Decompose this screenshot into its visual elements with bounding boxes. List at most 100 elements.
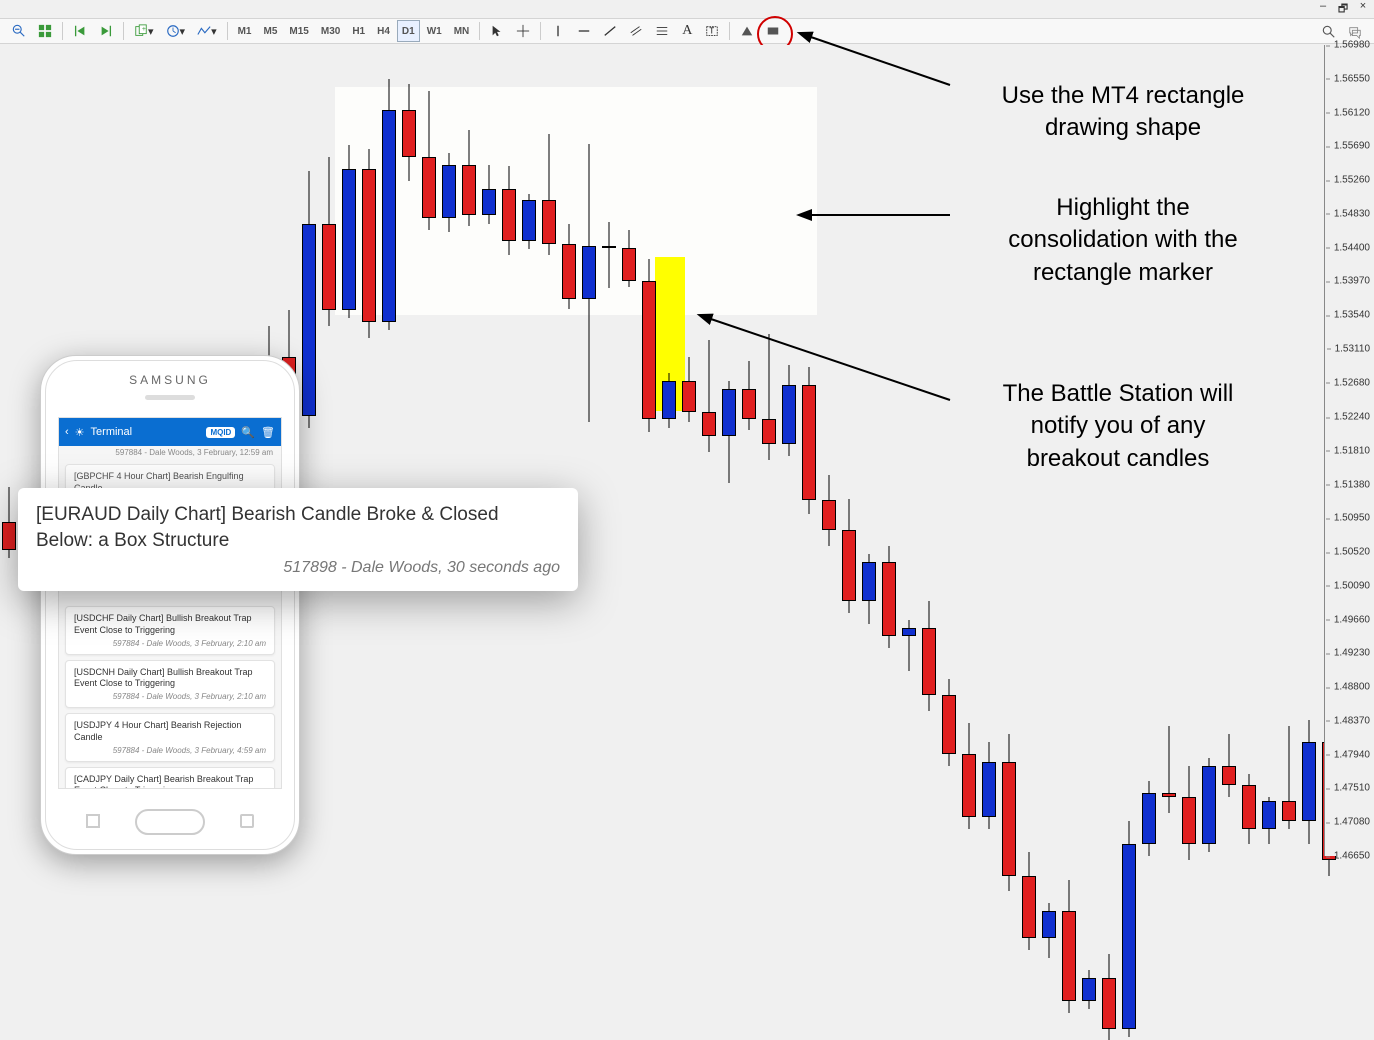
notification-title: [USDJPY 4 Hour Chart] Bearish Rejection … — [74, 720, 266, 743]
candle — [422, 91, 436, 231]
candle — [382, 79, 396, 330]
rectangle-shape-icon[interactable] — [761, 20, 785, 42]
price-axis: 1.569801.565501.561201.556901.552601.548… — [1324, 45, 1374, 856]
phone-mockup: SAMSUNG ‹ ☀ Terminal MQID 🔍 🗑 597884 - D… — [40, 355, 300, 855]
close-button[interactable]: × — [1356, 0, 1370, 14]
shift-start-icon[interactable] — [68, 20, 92, 42]
shift-end-icon[interactable] — [94, 20, 118, 42]
app-title: Terminal — [91, 426, 133, 438]
phone-brand: SAMSUNG — [46, 373, 294, 387]
new-chart-icon[interactable]: + ▾ — [129, 20, 159, 42]
candle — [1102, 954, 1116, 1040]
notification-item[interactable]: [USDJPY 4 Hour Chart] Bearish Rejection … — [65, 713, 275, 761]
delete-icon[interactable]: 🗑 — [261, 426, 275, 439]
toolbar-separator — [227, 22, 228, 40]
arrow-to-box — [800, 200, 960, 230]
price-tick: 1.50950 — [1334, 513, 1370, 524]
text-icon[interactable]: A — [676, 20, 698, 42]
timeframe-m15[interactable]: M15 — [284, 20, 313, 42]
timeframe-w1[interactable]: W1 — [422, 20, 447, 42]
price-tick: 1.52680 — [1334, 377, 1370, 388]
grid-icon[interactable] — [33, 20, 57, 42]
period-icon[interactable]: ▾ — [161, 20, 191, 42]
phone-recent-button[interactable] — [240, 814, 254, 828]
search-icon[interactable]: 🔍 — [241, 426, 255, 439]
triangle-shape-icon[interactable] — [735, 20, 759, 42]
vertical-line-icon[interactable] — [546, 20, 570, 42]
price-tick: 1.55260 — [1334, 175, 1370, 186]
candle — [1122, 821, 1136, 1037]
notification-item[interactable]: [USDCNH Daily Chart] Bullish Breakout Tr… — [65, 660, 275, 708]
notification-item[interactable]: [USDCHF Daily Chart] Bullish Breakout Tr… — [65, 606, 275, 654]
candle — [1282, 726, 1296, 828]
toolbar-separator — [123, 22, 124, 40]
cursor-icon[interactable] — [485, 20, 509, 42]
timeframe-m30[interactable]: M30 — [316, 20, 345, 42]
candle — [982, 742, 996, 828]
price-tick: 1.51810 — [1334, 445, 1370, 456]
candle — [962, 723, 976, 829]
notification-meta: 597884 - Dale Woods, 3 February, 2:10 am — [74, 639, 266, 648]
candle — [1142, 781, 1156, 856]
candle — [562, 224, 576, 309]
timeframe-m1[interactable]: M1 — [233, 20, 257, 42]
crosshair-icon[interactable] — [511, 20, 535, 42]
text-label-icon[interactable]: T — [700, 20, 724, 42]
restore-button[interactable]: 🗗 — [1336, 0, 1350, 14]
notification-item[interactable]: [CADJPY Daily Chart] Bearish Breakout Tr… — [65, 767, 275, 790]
trendline-icon[interactable] — [598, 20, 622, 42]
candle — [922, 601, 936, 711]
candle — [482, 165, 496, 224]
candle — [862, 554, 876, 625]
candle — [362, 149, 376, 337]
candle — [1302, 720, 1316, 844]
phone-back-button[interactable] — [86, 814, 100, 828]
price-tick: 1.53110 — [1335, 343, 1370, 354]
indicator-icon[interactable]: ▾ — [192, 20, 222, 42]
price-tick: 1.54400 — [1334, 242, 1370, 253]
timeframe-h4[interactable]: H4 — [372, 20, 395, 42]
equidistant-channel-icon[interactable] — [624, 20, 648, 42]
fibonacci-icon[interactable] — [650, 20, 674, 42]
timeframe-m5[interactable]: M5 — [259, 20, 283, 42]
candle — [1162, 726, 1176, 812]
timeframe-d1[interactable]: D1 — [397, 20, 420, 42]
notification-meta: 597884 - Dale Woods, 3 February, 2:10 am — [74, 692, 266, 701]
notification-title: [USDCNH Daily Chart] Bullish Breakout Tr… — [74, 667, 266, 690]
zoom-out-icon[interactable] — [7, 20, 31, 42]
timeframe-h1[interactable]: H1 — [347, 20, 370, 42]
candle — [1222, 734, 1236, 797]
candle — [1202, 758, 1216, 852]
toolbar-separator — [540, 22, 541, 40]
timeframe-buttons: M1M5M15M30H1H4D1W1MN — [232, 20, 476, 42]
candle — [1262, 797, 1276, 844]
candle — [662, 373, 676, 428]
price-tick: 1.50090 — [1334, 580, 1370, 591]
candle — [542, 134, 556, 256]
toolbar: + ▾ ▾ ▾ M1M5M15M30H1H4D1W1MN A T — [0, 18, 1374, 44]
annotation-battle-station: The Battle Station willnotify you of any… — [948, 378, 1288, 475]
mqid-badge: MQID — [206, 427, 235, 438]
toolbar-separator — [62, 22, 63, 40]
price-tick: 1.46650 — [1334, 851, 1370, 862]
price-tick: 1.50520 — [1334, 547, 1370, 558]
popup-meta: 517898 - Dale Woods, 30 seconds ago — [36, 559, 560, 577]
candle — [1042, 903, 1056, 958]
minimize-button[interactable]: – — [1316, 0, 1330, 14]
phone-speaker — [145, 395, 195, 400]
popup-title: [EURAUD Daily Chart] Bearish Candle Brok… — [36, 502, 560, 553]
svg-text:T: T — [710, 27, 715, 36]
phone-home-button[interactable] — [135, 809, 205, 835]
back-arrow-icon[interactable]: ‹ — [65, 426, 69, 438]
candle — [302, 171, 316, 429]
timeframe-mn[interactable]: MN — [449, 20, 475, 42]
price-tick: 1.52240 — [1334, 412, 1370, 423]
candle — [1082, 970, 1096, 1009]
price-tick: 1.49230 — [1334, 648, 1370, 659]
candle — [322, 157, 336, 326]
price-tick: 1.48800 — [1334, 682, 1370, 693]
candle — [642, 259, 656, 432]
price-tick: 1.56120 — [1334, 107, 1370, 118]
horizontal-line-icon[interactable] — [572, 20, 596, 42]
price-tick: 1.53540 — [1334, 310, 1370, 321]
